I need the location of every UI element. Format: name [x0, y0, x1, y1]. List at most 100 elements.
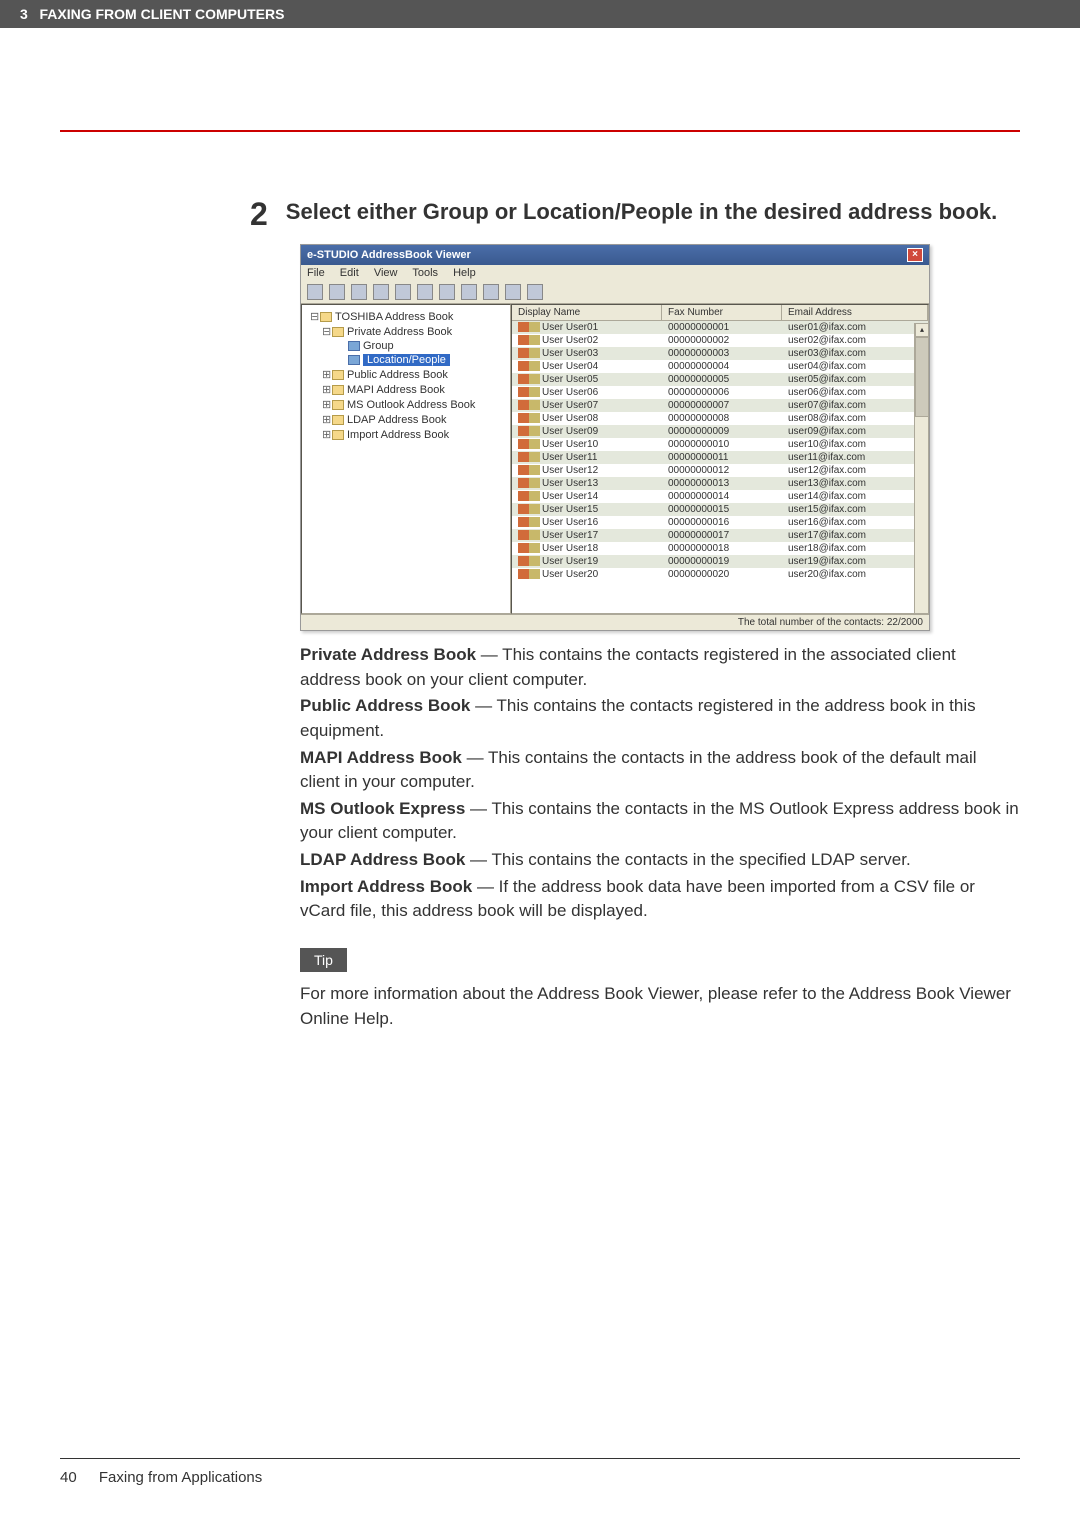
toolbar-icon[interactable]	[439, 284, 455, 300]
list-row[interactable]: User User1400000000014user14@ifax.com	[512, 490, 928, 503]
cell-fax: 00000000008	[662, 412, 782, 425]
list-row[interactable]: User User0200000000002user02@ifax.com	[512, 334, 928, 347]
col-header-name[interactable]: Display Name	[512, 305, 662, 320]
cell-fax: 00000000017	[662, 529, 782, 542]
list-row[interactable]: User User1500000000015user15@ifax.com	[512, 503, 928, 516]
list-row[interactable]: User User0500000000005user05@ifax.com	[512, 373, 928, 386]
cell-name: User User03	[512, 347, 662, 360]
toolbar-icon[interactable]	[461, 284, 477, 300]
col-header-fax[interactable]: Fax Number	[662, 305, 782, 320]
cell-name: User User11	[512, 451, 662, 464]
col-header-email[interactable]: Email Address	[782, 305, 928, 320]
menu-help[interactable]: Help	[453, 267, 476, 279]
cell-name: User User08	[512, 412, 662, 425]
toolbar-icon[interactable]	[395, 284, 411, 300]
tree-label: MAPI Address Book	[347, 384, 445, 396]
scroll-thumb[interactable]	[915, 337, 929, 417]
menu-tools[interactable]: Tools	[412, 267, 438, 279]
list-row[interactable]: User User1600000000016user16@ifax.com	[512, 516, 928, 529]
list-row[interactable]: User User1200000000012user12@ifax.com	[512, 464, 928, 477]
tree-label: LDAP Address Book	[347, 414, 446, 426]
cell-email: user08@ifax.com	[782, 412, 928, 425]
status-text: The total number of the contacts: 22/200…	[738, 617, 923, 628]
cell-name: User User20	[512, 568, 662, 581]
list-row[interactable]: User User1000000000010user10@ifax.com	[512, 438, 928, 451]
tree-item-location-people[interactable]: Location/People	[306, 353, 506, 367]
list-row[interactable]: User User1700000000017user17@ifax.com	[512, 529, 928, 542]
menu-edit[interactable]: Edit	[340, 267, 359, 279]
list-header: Display Name Fax Number Email Address	[512, 305, 928, 321]
book-icon	[332, 370, 344, 380]
cell-email: user09@ifax.com	[782, 425, 928, 438]
close-icon[interactable]: ×	[907, 248, 923, 262]
contact-icon	[518, 491, 540, 501]
list-row[interactable]: User User0400000000004user04@ifax.com	[512, 360, 928, 373]
page-footer: 40 Faxing from Applications	[60, 1458, 1020, 1486]
toolbar-icon[interactable]	[329, 284, 345, 300]
cell-fax: 00000000002	[662, 334, 782, 347]
scrollbar-vertical[interactable]: ▴	[914, 323, 928, 613]
book-icon	[332, 327, 344, 337]
list-row[interactable]: User User1300000000013user13@ifax.com	[512, 477, 928, 490]
menu-view[interactable]: View	[374, 267, 398, 279]
cell-email: user02@ifax.com	[782, 334, 928, 347]
window-titlebar[interactable]: e-STUDIO AddressBook Viewer ×	[301, 245, 929, 265]
status-bar: The total number of the contacts: 22/200…	[301, 614, 929, 630]
list-row[interactable]: User User1100000000011user11@ifax.com	[512, 451, 928, 464]
cell-fax: 00000000018	[662, 542, 782, 555]
cell-email: user12@ifax.com	[782, 464, 928, 477]
tip-text: For more information about the Address B…	[300, 982, 1020, 1031]
list-pane[interactable]: Display Name Fax Number Email Address Us…	[511, 304, 929, 614]
tree-item-ldap[interactable]: ⊞LDAP Address Book	[306, 412, 506, 427]
desc-outlook-label: MS Outlook Express	[300, 799, 465, 818]
list-row[interactable]: User User2000000000020user20@ifax.com	[512, 568, 928, 581]
menu-file[interactable]: File	[307, 267, 325, 279]
toolbar-icon[interactable]	[417, 284, 433, 300]
list-row[interactable]: User User0600000000006user06@ifax.com	[512, 386, 928, 399]
cell-email: user19@ifax.com	[782, 555, 928, 568]
toolbar-icon[interactable]	[505, 284, 521, 300]
desc-private-label: Private Address Book	[300, 645, 476, 664]
cell-fax: 00000000005	[662, 373, 782, 386]
toolbar-icon[interactable]	[527, 284, 543, 300]
cell-fax: 00000000011	[662, 451, 782, 464]
tree-item-private[interactable]: ⊟Private Address Book	[306, 324, 506, 339]
cell-fax: 00000000014	[662, 490, 782, 503]
contact-icon	[518, 387, 540, 397]
cell-name: User User16	[512, 516, 662, 529]
desc-ldap-label: LDAP Address Book	[300, 850, 465, 869]
toolbar-icon[interactable]	[351, 284, 367, 300]
tree-item-group[interactable]: Group	[306, 339, 506, 353]
list-row[interactable]: User User0800000000008user08@ifax.com	[512, 412, 928, 425]
cell-email: user13@ifax.com	[782, 477, 928, 490]
tree-item-import[interactable]: ⊞Import Address Book	[306, 427, 506, 442]
tree-item-outlook[interactable]: ⊞MS Outlook Address Book	[306, 397, 506, 412]
list-row[interactable]: User User0900000000009user09@ifax.com	[512, 425, 928, 438]
tree-label: Private Address Book	[347, 326, 452, 338]
desc-ldap-text: — This contains the contacts in the spec…	[465, 850, 910, 869]
list-row[interactable]: User User0100000000001user01@ifax.com	[512, 321, 928, 334]
cell-email: user05@ifax.com	[782, 373, 928, 386]
tree-item-mapi[interactable]: ⊞MAPI Address Book	[306, 382, 506, 397]
contact-icon	[518, 426, 540, 436]
list-row[interactable]: User User0700000000007user07@ifax.com	[512, 399, 928, 412]
cell-email: user18@ifax.com	[782, 542, 928, 555]
list-row[interactable]: User User1800000000018user18@ifax.com	[512, 542, 928, 555]
tree-label-selected: Location/People	[363, 354, 450, 366]
cell-name: User User05	[512, 373, 662, 386]
toolbar-icon[interactable]	[483, 284, 499, 300]
tree-pane[interactable]: ⊟TOSHIBA Address Book ⊟Private Address B…	[301, 304, 511, 614]
cell-fax: 00000000007	[662, 399, 782, 412]
cell-name: User User01	[512, 321, 662, 334]
tree-item-public[interactable]: ⊞Public Address Book	[306, 367, 506, 382]
cell-fax: 00000000004	[662, 360, 782, 373]
toolbar-icon[interactable]	[373, 284, 389, 300]
toolbar-icon[interactable]	[307, 284, 323, 300]
scroll-up-icon[interactable]: ▴	[915, 323, 929, 337]
chapter-title: FAXING FROM CLIENT COMPUTERS	[39, 6, 284, 22]
list-row[interactable]: User User1900000000019user19@ifax.com	[512, 555, 928, 568]
contact-icon	[518, 413, 540, 423]
list-row[interactable]: User User0300000000003user03@ifax.com	[512, 347, 928, 360]
book-icon	[332, 400, 344, 410]
tree-item-root[interactable]: ⊟TOSHIBA Address Book	[306, 309, 506, 324]
